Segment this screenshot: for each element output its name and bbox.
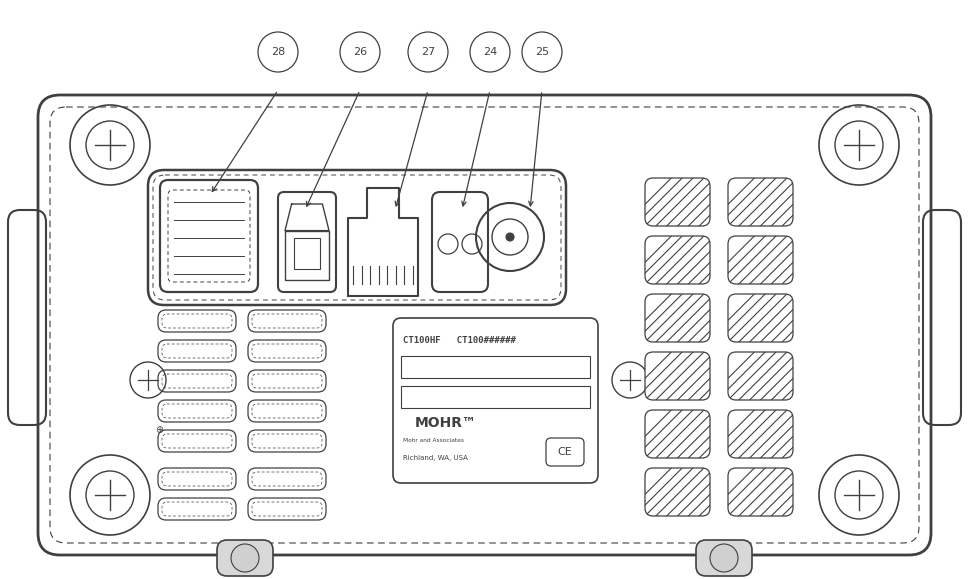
Text: Richland, WA, USA: Richland, WA, USA (403, 455, 468, 461)
Circle shape (231, 544, 259, 572)
Circle shape (408, 32, 448, 72)
FancyBboxPatch shape (728, 236, 793, 284)
FancyBboxPatch shape (728, 294, 793, 342)
FancyBboxPatch shape (645, 236, 710, 284)
FancyBboxPatch shape (728, 178, 793, 226)
Text: CE: CE (557, 447, 573, 457)
Text: Mohr and Associates: Mohr and Associates (403, 438, 464, 442)
Circle shape (470, 32, 510, 72)
FancyBboxPatch shape (645, 352, 710, 400)
Circle shape (506, 233, 514, 241)
FancyBboxPatch shape (645, 410, 710, 458)
Circle shape (258, 32, 298, 72)
FancyBboxPatch shape (546, 438, 584, 466)
FancyBboxPatch shape (645, 294, 710, 342)
FancyBboxPatch shape (728, 352, 793, 400)
FancyBboxPatch shape (728, 468, 793, 516)
Bar (401, 386, 590, 408)
Text: 26: 26 (353, 47, 367, 57)
Text: 28: 28 (271, 47, 285, 57)
Text: CT100HF   CT100######: CT100HF CT100###### (403, 336, 516, 345)
Text: 27: 27 (421, 47, 435, 57)
Text: MOHR™: MOHR™ (415, 416, 477, 430)
Circle shape (710, 544, 738, 572)
Text: 24: 24 (483, 47, 497, 57)
FancyBboxPatch shape (645, 468, 710, 516)
FancyBboxPatch shape (645, 178, 710, 226)
FancyBboxPatch shape (217, 540, 273, 576)
Bar (401, 356, 590, 378)
Text: 25: 25 (535, 47, 549, 57)
Bar (285, 230, 329, 280)
FancyBboxPatch shape (696, 540, 752, 576)
Text: ⊕: ⊕ (155, 425, 163, 435)
Circle shape (522, 32, 562, 72)
FancyBboxPatch shape (728, 410, 793, 458)
Circle shape (340, 32, 380, 72)
Bar (294, 238, 320, 269)
